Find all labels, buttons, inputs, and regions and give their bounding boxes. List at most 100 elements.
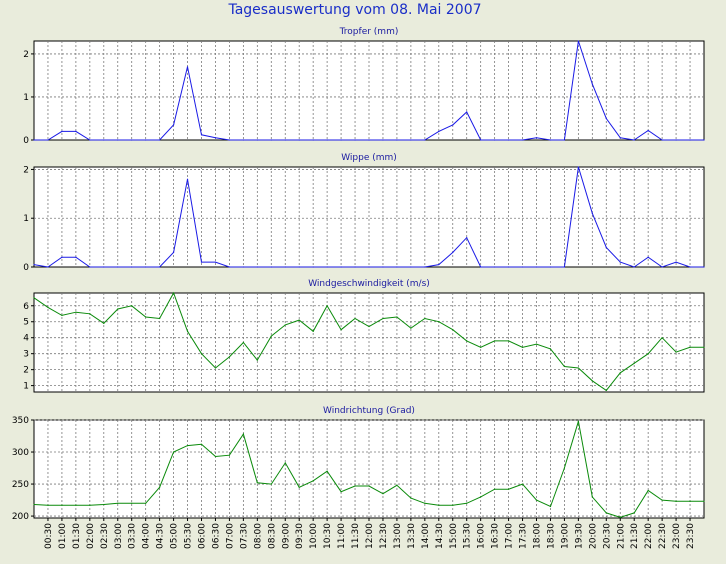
data-point xyxy=(563,266,566,268)
y-tick-label: 200 xyxy=(12,512,29,522)
y-tick-label: 2 xyxy=(23,50,29,60)
data-point xyxy=(647,353,649,355)
y-tick-label: 1 xyxy=(23,382,29,392)
data-point xyxy=(633,512,635,514)
data-point xyxy=(507,139,510,141)
x-tick-label: 02:00 xyxy=(86,523,96,549)
data-point xyxy=(242,433,244,435)
x-tick-label: 19:30 xyxy=(574,523,584,549)
data-point xyxy=(103,139,105,141)
data-point xyxy=(661,499,663,501)
data-point xyxy=(61,504,63,506)
data-point xyxy=(312,480,314,482)
data-point xyxy=(368,139,370,141)
data-point xyxy=(284,266,286,268)
y-tick-label: 1 xyxy=(23,214,29,224)
data-point xyxy=(535,499,538,501)
x-tick-label: 20:30 xyxy=(602,523,612,549)
data-point xyxy=(33,503,35,506)
x-tick-label: 17:30 xyxy=(519,523,529,549)
data-point xyxy=(619,137,621,139)
data-point xyxy=(131,266,133,268)
panel-title: Windrichtung (Grad) xyxy=(323,406,415,416)
data-point xyxy=(256,139,258,141)
data-point xyxy=(89,504,91,506)
data-point xyxy=(507,488,510,490)
data-point xyxy=(647,489,649,492)
data-point xyxy=(452,124,454,126)
data-point xyxy=(75,256,77,258)
x-tick-label: 18:00 xyxy=(533,523,543,549)
x-tick-label: 13:30 xyxy=(407,523,417,549)
data-point xyxy=(549,139,552,141)
data-point xyxy=(675,500,677,502)
data-point xyxy=(186,330,189,332)
data-point xyxy=(507,266,510,268)
x-tick-label: 08:30 xyxy=(267,523,277,549)
x-tick-label: 05:00 xyxy=(170,523,180,549)
data-point xyxy=(172,292,175,294)
data-point xyxy=(703,266,705,268)
data-point xyxy=(452,504,454,506)
data-point xyxy=(466,502,468,504)
data-point xyxy=(103,266,105,268)
data-point xyxy=(661,266,663,268)
data-point xyxy=(89,266,91,268)
data-point xyxy=(619,372,621,374)
data-point xyxy=(298,266,300,268)
data-point xyxy=(396,484,398,486)
x-tick-label: 10:00 xyxy=(309,523,319,549)
x-tick-label: 06:00 xyxy=(198,523,208,549)
data-point xyxy=(424,317,426,320)
data-point xyxy=(605,512,607,514)
data-point xyxy=(312,266,314,268)
data-point xyxy=(159,317,161,320)
data-point xyxy=(689,500,691,502)
data-point xyxy=(214,455,217,458)
data-point xyxy=(103,503,105,506)
data-point xyxy=(633,139,635,141)
data-point xyxy=(480,346,482,348)
data-point xyxy=(172,251,175,253)
x-tick-label: 14:00 xyxy=(421,523,431,549)
data-point xyxy=(228,266,231,268)
data-point xyxy=(298,319,300,321)
data-point xyxy=(591,212,593,214)
data-point xyxy=(284,462,286,464)
data-point xyxy=(466,111,468,113)
x-tick-label: 04:00 xyxy=(142,523,152,549)
x-tick-label: 00:30 xyxy=(44,523,54,549)
data-point xyxy=(438,321,440,323)
data-point xyxy=(675,261,677,263)
data-point xyxy=(577,166,579,168)
data-point xyxy=(228,139,231,141)
data-point xyxy=(298,139,300,141)
data-point xyxy=(89,139,91,141)
data-point xyxy=(172,451,175,453)
data-point xyxy=(172,124,175,126)
data-point xyxy=(354,139,356,141)
data-point xyxy=(577,367,579,369)
x-tick-label: 20:00 xyxy=(588,523,598,549)
chart-panel-1: Tropfer (mm) 0 1 2 xyxy=(23,27,705,146)
x-tick-label: 23:00 xyxy=(672,523,682,549)
data-point xyxy=(577,40,579,42)
x-tick-label: 03:00 xyxy=(114,523,124,549)
chart-panel-2: Wippe (mm) 0 1 2 xyxy=(23,153,705,273)
data-point xyxy=(340,491,342,493)
x-tick-label: 03:30 xyxy=(128,523,138,549)
data-point xyxy=(521,266,524,268)
data-point xyxy=(382,317,384,320)
x-tick-label: 07:00 xyxy=(225,523,235,549)
data-point xyxy=(89,313,91,315)
data-point xyxy=(410,139,412,141)
x-tick-label: 22:30 xyxy=(658,523,668,549)
data-point xyxy=(675,351,677,353)
data-point xyxy=(47,139,49,141)
y-tick-label: 6 xyxy=(23,302,29,312)
data-point xyxy=(117,308,119,310)
x-tick-label: 10:30 xyxy=(323,523,333,549)
data-point xyxy=(200,353,203,355)
data-point xyxy=(675,139,677,141)
